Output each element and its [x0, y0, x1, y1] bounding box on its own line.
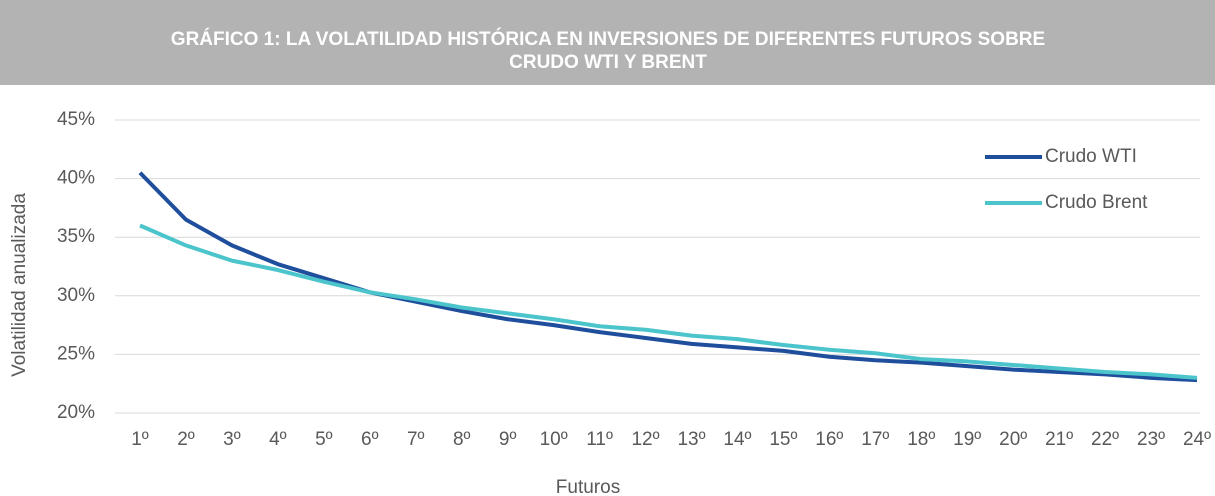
y-tick-label: 45%: [57, 109, 95, 130]
x-tick-label: 4º: [269, 429, 287, 450]
legend-label: Crudo WTI: [1045, 146, 1137, 167]
line-series: [138, 171, 1198, 383]
x-tick-label: 7º: [407, 429, 425, 450]
chart-title: CRUDO WTI Y BRENT: [509, 52, 707, 73]
x-tick-label: 5º: [315, 429, 333, 450]
x-tick-label: 22º: [1091, 429, 1119, 450]
y-tick-label: 40%: [57, 168, 95, 189]
x-tick-label: 1º: [131, 429, 149, 450]
y-tick-label: 30%: [57, 285, 95, 306]
x-tick-label: 18º: [907, 429, 935, 450]
line-series: [139, 223, 1198, 380]
x-tick-label: 8º: [453, 429, 471, 450]
x-tick-label: 10º: [540, 429, 568, 450]
x-tick-label: 20º: [999, 429, 1027, 450]
y-tick-label: 35%: [57, 226, 95, 247]
x-tick-label: 16º: [815, 429, 843, 450]
x-tick-label: 13º: [677, 429, 705, 450]
x-tick-label: 2º: [177, 429, 195, 450]
x-tick-label: 15º: [769, 429, 797, 450]
y-tick-label: 25%: [57, 343, 95, 364]
chart-title: GRÁFICO 1: LA VOLATILIDAD HISTÓRICA EN I…: [171, 28, 1045, 50]
x-tick-label: 23º: [1137, 429, 1165, 450]
x-axis-label: Futuros: [556, 477, 620, 496]
x-tick-label: 14º: [723, 429, 751, 450]
x-tick-label: 11º: [586, 429, 613, 450]
x-tick-label: 6º: [361, 429, 379, 450]
x-tick-label: 17º: [861, 429, 889, 450]
x-tick-label: 19º: [953, 429, 981, 450]
y-tick-label: 20%: [57, 402, 95, 423]
x-tick-label: 24º: [1183, 429, 1211, 450]
legend-label: Crudo Brent: [1045, 192, 1148, 213]
title-banner: [0, 0, 1215, 85]
x-tick-label: 3º: [223, 429, 241, 450]
y-axis-label: Volatilidad anualizada: [9, 193, 30, 377]
x-tick-label: 9º: [499, 429, 517, 450]
x-tick-label: 21º: [1045, 429, 1073, 450]
x-tick-label: 12º: [631, 429, 659, 450]
